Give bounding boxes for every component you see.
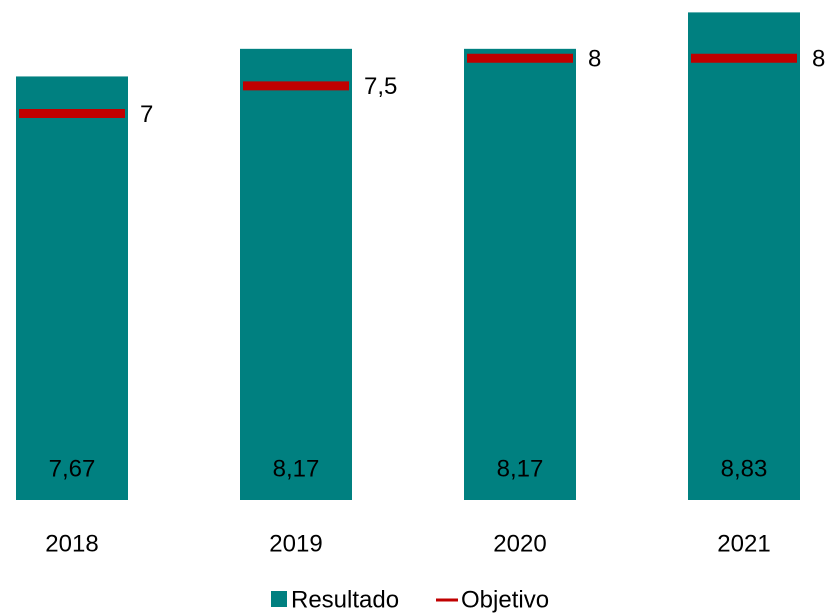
- legend-swatch: [271, 591, 287, 607]
- bar-value-label: 8,17: [497, 455, 544, 482]
- bar-value-label: 8,17: [273, 455, 320, 482]
- target-value-label: 7,5: [364, 73, 397, 100]
- target-value-label: 7: [140, 101, 153, 128]
- bar: [16, 76, 128, 500]
- bar: [688, 12, 800, 500]
- bar: [240, 48, 352, 501]
- x-tick-label: 2018: [45, 530, 98, 557]
- x-tick-label: 2020: [493, 530, 546, 557]
- target-value-label: 8: [588, 46, 601, 73]
- x-tick-label: 2021: [717, 530, 770, 557]
- bar-value-label: 8,83: [721, 455, 768, 482]
- bar-value-label: 7,67: [49, 455, 96, 482]
- legend-label: Objetivo: [461, 586, 549, 613]
- bar: [464, 48, 576, 501]
- x-tick-label: 2019: [269, 530, 322, 557]
- target-value-label: 8: [812, 46, 825, 73]
- legend-label: Resultado: [291, 586, 399, 613]
